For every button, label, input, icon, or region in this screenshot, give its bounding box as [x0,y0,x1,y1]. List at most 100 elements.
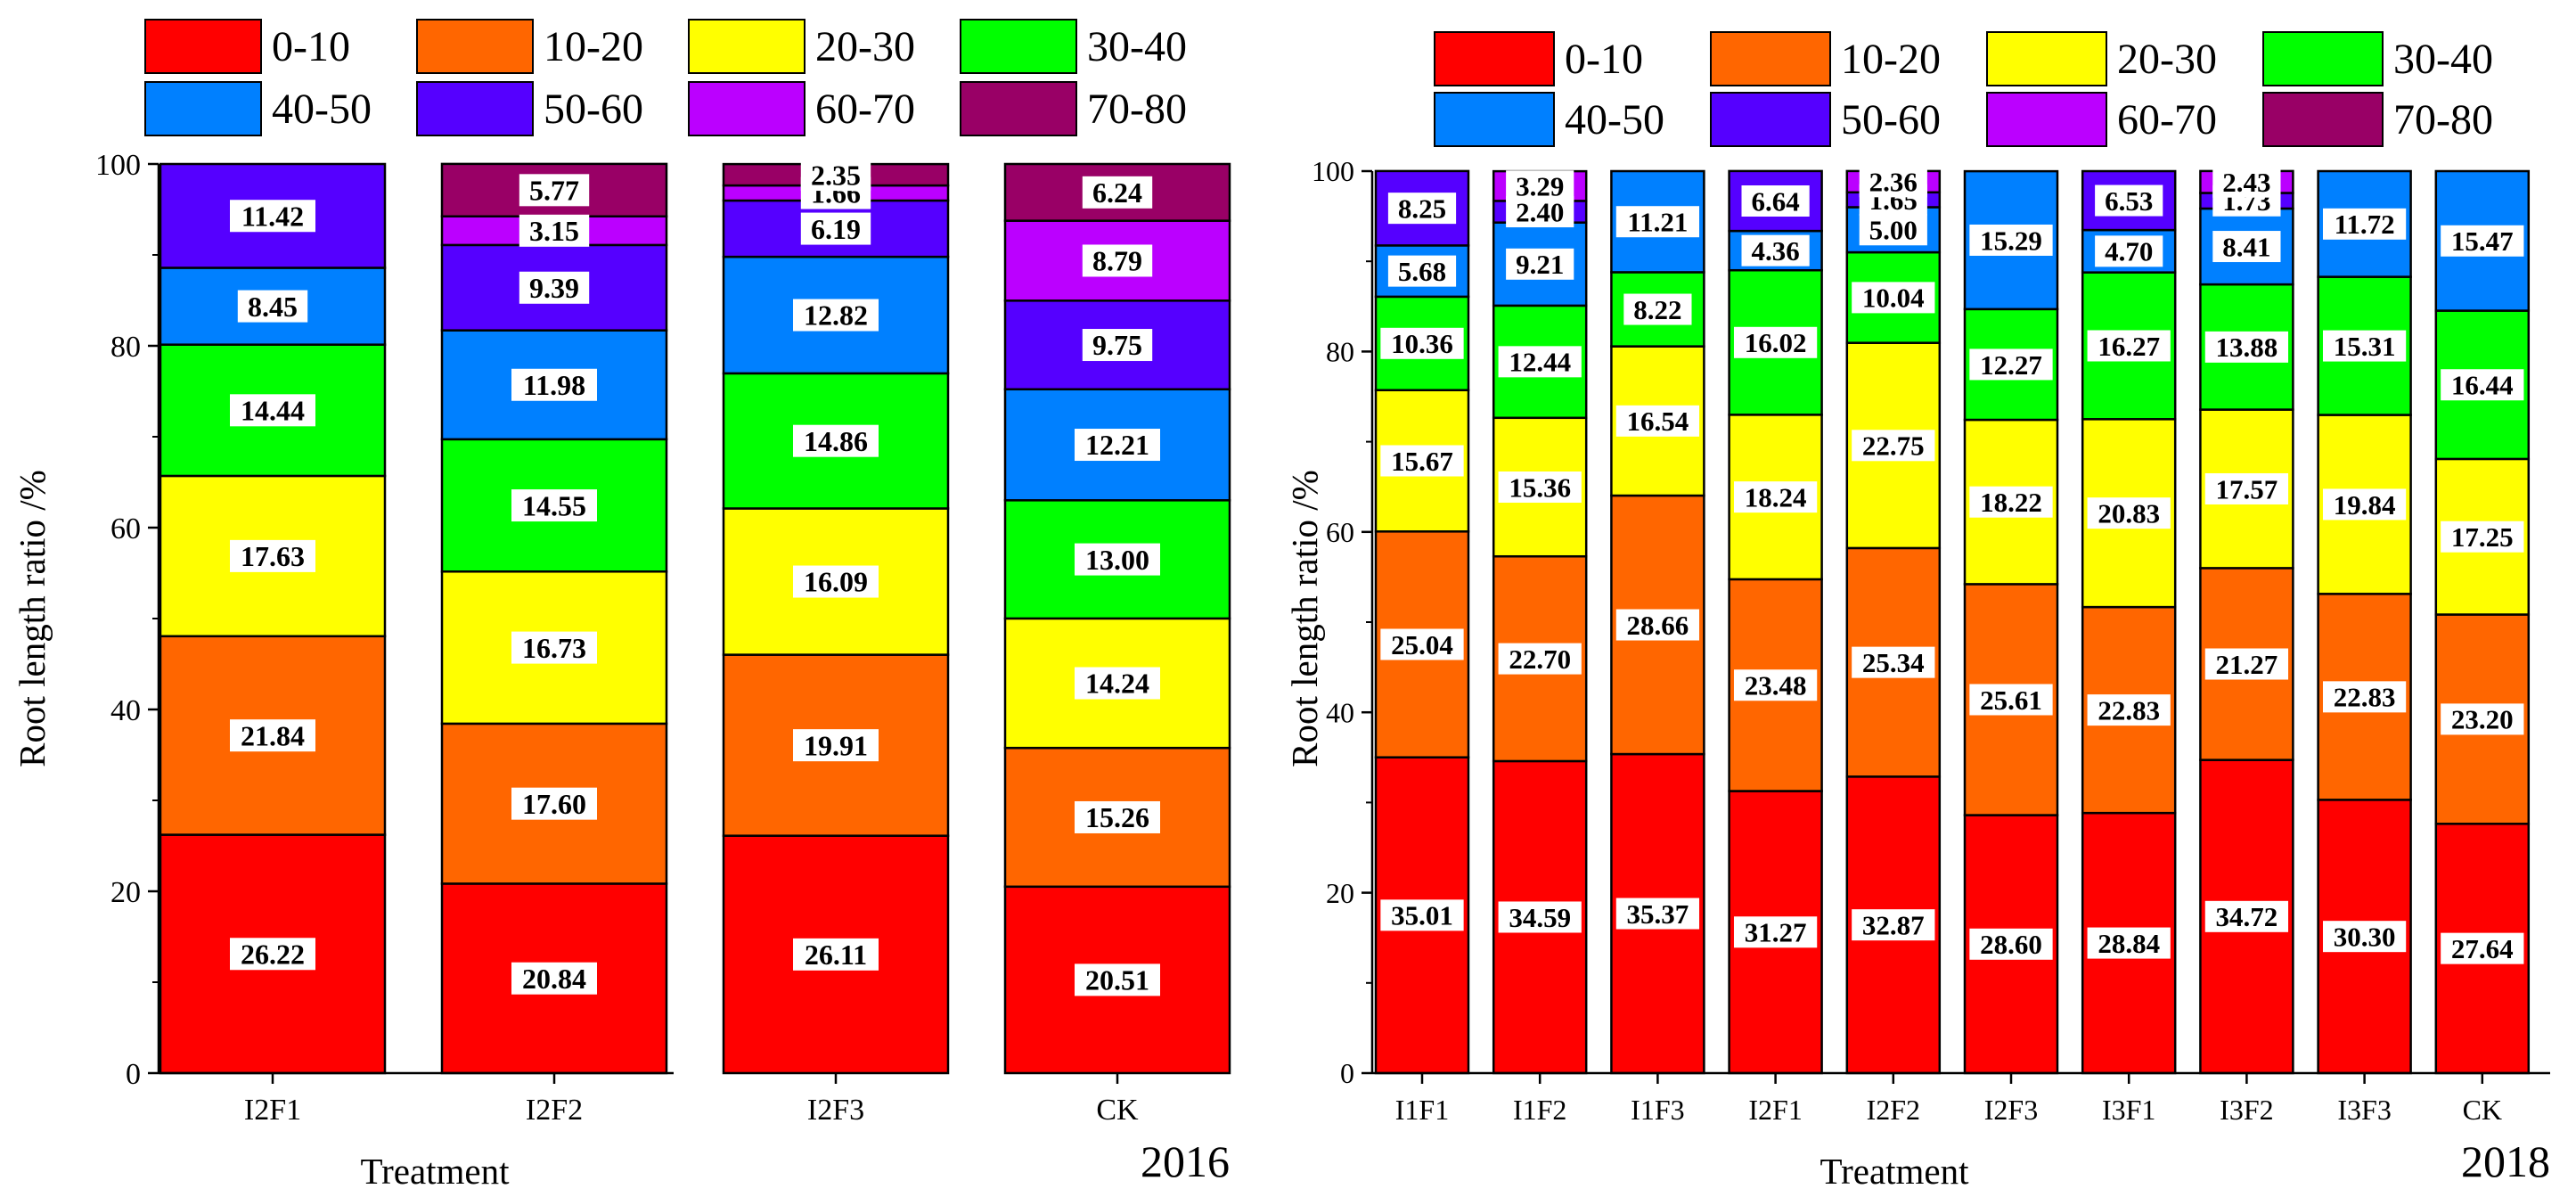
data-label: 5.68 [1398,256,1446,287]
x-tick-label: I2F3 [1984,1094,2038,1126]
data-label: 5.77 [529,175,579,207]
data-label: 2.43 [2222,167,2270,198]
data-label: 8.25 [1398,193,1446,224]
data-label-background [1075,963,1160,996]
data-label-background [2087,330,2171,362]
data-label-background [1082,244,1153,277]
y-tick-label: 60 [110,512,141,545]
data-label: 2.36 [1869,167,1918,198]
data-label-background [1969,224,2053,256]
legend-swatch [960,81,1077,136]
data-label: 9.39 [529,272,579,304]
data-label-background [511,787,597,820]
data-label-background [1615,405,1700,437]
legend-label: 10-20 [544,23,643,70]
data-label: 21.27 [2216,649,2278,680]
data-label: 32.87 [1862,910,1925,941]
data-label: 22.83 [2098,694,2160,726]
legend-label: 0-10 [1565,36,1643,83]
data-label: 25.61 [1980,685,2042,716]
data-label: 12.82 [804,299,868,332]
x-tick-label: I3F2 [2220,1094,2273,1126]
data-label-background [1852,909,1935,941]
segment-labels: 26.22 21.84 17.63 14.44 8.45 11.42 20.84 17.60 1… [230,159,1160,996]
legend: 0-10 10-20 20-30 30-40 40-50 50-60 60-70 70-80 [1434,31,2493,147]
data-label: 8.79 [1092,245,1142,277]
x-tick-label: I2F2 [526,1094,583,1127]
chart-panel-2016: 0-10 10-20 20-30 30-40 40-50 50-60 60-70 70-80 2… [12,19,1231,1192]
data-label-background [2212,231,2281,263]
data-label: 4.36 [1751,235,1799,266]
axes: 0 20 40 60 80 100 I1F1 I1F2 I1F3 I2F1 I2F2 I2F3 I3F1… [1312,155,2550,1126]
data-label-background [1859,166,1927,198]
data-label-background [511,631,597,664]
legend-swatch [144,81,262,136]
chart-panel-2018: 0-10 10-20 20-30 30-40 40-50 50-60 60-70 70-80 3… [1284,31,2550,1192]
data-label-background [1615,898,1700,930]
data-label-background [2441,369,2524,401]
data-label: 14.24 [1085,668,1149,700]
y-tick-label: 100 [1312,155,1354,187]
data-label-background [1380,628,1464,660]
data-label-background [1623,293,1692,325]
data-label: 26.11 [805,939,867,971]
bar-segment [440,722,668,885]
year-label: 2016 [1141,1136,1230,1186]
data-label: 22.70 [1509,644,1571,675]
legend-swatch [1710,31,1831,86]
data-label: 15.29 [1980,225,2042,256]
y-tick-label: 100 [95,149,141,182]
legend-swatch [1710,92,1831,147]
data-label-background [1075,667,1160,700]
data-label-background [2087,927,2171,959]
legend-swatch [1434,31,1555,86]
data-label: 23.20 [2451,704,2514,735]
data-label-background [230,938,315,971]
legend-swatch [960,19,1077,74]
data-label-background [2087,694,2171,726]
y-tick-label: 20 [1326,877,1354,909]
y-tick-label: 0 [1340,1057,1354,1089]
segment-labels: 35.01 25.04 15.67 10.36 5.68 8.25 34.59 22.70 15… [1380,166,2524,964]
data-label-background [2441,521,2524,553]
data-label: 15.31 [2334,331,2396,362]
legend-label: 60-70 [815,86,915,133]
data-label: 16.54 [1627,406,1689,437]
x-tick-label: I1F2 [1513,1094,1566,1126]
legend-label: 50-60 [1841,96,1941,143]
axes: 0 20 40 60 80 100 I2F1 I2F2 I2F3 CK [95,149,1139,1127]
data-label: 9.75 [1092,329,1142,361]
data-label: 14.86 [804,425,868,457]
data-label: 11.72 [2335,209,2395,240]
data-label: 20.84 [522,963,586,995]
data-label: 35.01 [1391,900,1453,931]
data-label: 16.02 [1745,327,1807,358]
data-label-background [1380,445,1464,477]
data-label-background [1733,669,1818,701]
data-label-background [2204,648,2289,680]
legend-label: 70-80 [2393,96,2493,143]
data-label-background [1506,248,1574,280]
data-label: 16.44 [2451,370,2514,401]
x-tick-label: I3F1 [2102,1094,2155,1126]
data-label-background [1075,429,1160,462]
data-label-background [519,214,590,247]
x-axis-title: Treatment [1820,1151,1969,1192]
x-tick-label: I1F3 [1631,1094,1684,1126]
data-label: 34.72 [2216,901,2278,932]
data-label-background [1075,800,1160,833]
x-tick-label: I2F3 [807,1094,864,1127]
data-label-background [2204,331,2289,363]
data-label-background [1615,609,1700,641]
data-label-background [1969,928,2053,960]
data-label-background [1859,214,1927,246]
data-label-background [1380,899,1464,931]
data-label-background [2322,330,2407,362]
data-label: 17.57 [2216,473,2278,504]
data-label: 22.83 [2334,682,2396,713]
data-label-background [230,539,315,572]
data-label: 16.27 [2098,331,2160,362]
data-label-background [1498,643,1582,675]
data-label: 6.24 [1092,176,1142,209]
